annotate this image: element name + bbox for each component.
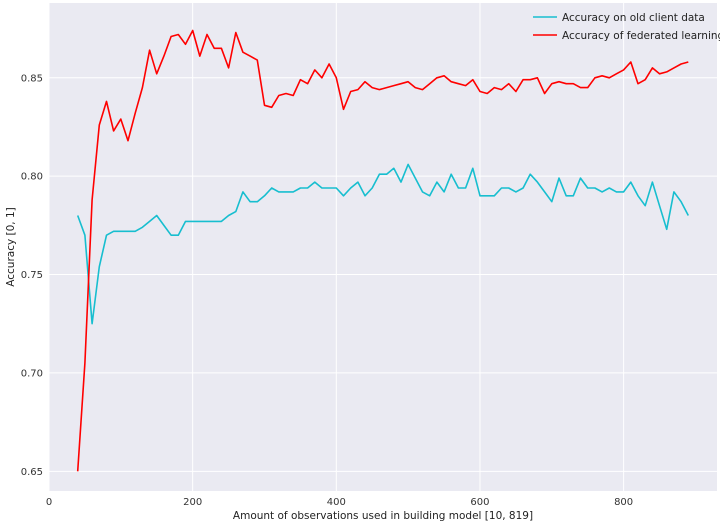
y-tick-label: 0.85 — [21, 73, 43, 84]
legend-label: Accuracy on old client data — [562, 12, 705, 24]
x-axis-ticks: 0 200 400 600 800 — [46, 497, 633, 508]
x-axis-label: Amount of observations used in building … — [233, 510, 533, 522]
y-tick-label: 0.80 — [21, 172, 43, 183]
grid-lines — [48, 3, 717, 491]
legend: Accuracy on old client data Accuracy of f… — [533, 12, 720, 42]
y-axis-label: Accuracy [0, 1] — [5, 207, 17, 287]
y-axis-ticks: 0.65 0.70 0.75 0.80 0.85 — [21, 73, 43, 478]
y-tick-label: 0.75 — [21, 270, 43, 281]
x-tick-label: 600 — [470, 497, 489, 508]
y-tick-label: 0.70 — [21, 368, 43, 379]
series-layer — [76, 29, 690, 472]
x-tick-label: 200 — [183, 497, 202, 508]
x-tick-label: 800 — [614, 497, 633, 508]
legend-label: Accuracy of federated learning — [562, 30, 720, 42]
x-tick-label: 0 — [46, 497, 52, 508]
plot-background — [49, 3, 717, 491]
x-tick-label: 400 — [327, 497, 346, 508]
y-tick-label: 0.65 — [21, 467, 43, 478]
series-line-1 — [76, 163, 690, 325]
series-line-2 — [76, 29, 689, 472]
